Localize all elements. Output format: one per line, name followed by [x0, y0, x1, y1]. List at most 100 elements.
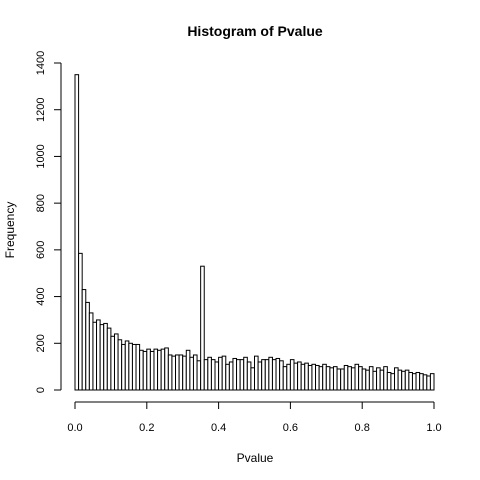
- histogram-bar: [329, 367, 334, 391]
- histogram-bar: [196, 360, 202, 391]
- histogram-bar: [264, 359, 270, 391]
- histogram-bar: [261, 359, 266, 391]
- histogram-bar: [81, 289, 87, 391]
- histogram-bar: [289, 359, 295, 391]
- histogram-bar: [175, 354, 180, 391]
- x-axis: 0.0 0.2 0.4 0.6 0.8 1.0: [67, 401, 442, 434]
- histogram-bar: [429, 373, 435, 391]
- histogram-bar: [293, 362, 299, 391]
- histogram-bar: [315, 364, 320, 391]
- histogram-bar: [113, 333, 119, 391]
- histogram-bar: [142, 350, 148, 391]
- histogram-bar: [279, 360, 284, 391]
- histogram-bar: [300, 363, 306, 391]
- histogram-bar: [325, 366, 331, 391]
- histogram-bar: [178, 354, 184, 391]
- histogram-bar: [408, 371, 413, 391]
- histogram-bar: [254, 355, 259, 391]
- histogram-bar: [110, 335, 115, 391]
- histogram-bar: [221, 355, 227, 391]
- histogram-bar: [282, 366, 288, 391]
- histogram-bar: [74, 74, 80, 391]
- x-tick-label: 0.4: [211, 422, 226, 434]
- histogram-bar: [135, 343, 141, 391]
- histogram-bar: [304, 362, 309, 391]
- histogram-bar: [182, 355, 187, 391]
- histogram-bar: [275, 357, 281, 391]
- histogram-bar: [164, 347, 169, 391]
- histogram-bar: [376, 367, 381, 391]
- histogram-bar: [379, 369, 385, 391]
- histogram-bar: [157, 349, 162, 391]
- histogram-bar: [225, 363, 230, 391]
- histogram-bar: [185, 349, 191, 391]
- histogram-bar: [257, 361, 263, 391]
- histogram-bar: [422, 374, 428, 391]
- y-tick-label: 600: [35, 241, 47, 259]
- y-tick-label: 400: [35, 287, 47, 305]
- y-tick-label: 0: [35, 387, 47, 393]
- x-tick-label: 0.0: [67, 422, 82, 434]
- histogram-bar: [350, 367, 356, 391]
- histogram-bar: [390, 373, 396, 391]
- histogram-bar: [246, 361, 252, 391]
- y-tick-label: 1400: [35, 51, 47, 75]
- histogram-bar: [426, 375, 431, 391]
- histogram-bar: [419, 373, 424, 391]
- histogram-bar: [354, 363, 360, 391]
- histogram-bar: [203, 359, 209, 391]
- histogram-bar: [307, 364, 313, 391]
- histogram-bar: [103, 322, 108, 391]
- histogram-bar: [121, 343, 126, 391]
- histogram-bar: [250, 367, 256, 391]
- histogram-bar: [386, 371, 392, 391]
- y-tick-label: 1200: [35, 97, 47, 121]
- histogram-bar: [372, 370, 378, 391]
- histogram-bar: [189, 356, 194, 391]
- y-tick-label: 1000: [35, 144, 47, 168]
- histogram-bar: [106, 327, 112, 391]
- histogram-bar: [232, 357, 238, 391]
- histogram-bar: [401, 370, 406, 391]
- histogram-bar: [411, 373, 417, 391]
- histogram-bar: [96, 319, 101, 391]
- histogram-bar: [92, 321, 98, 391]
- histogram-bar: [218, 356, 223, 391]
- histogram-bar: [322, 363, 327, 391]
- histogram-bar: [239, 359, 245, 391]
- bars: [74, 74, 435, 391]
- histogram-bar: [361, 368, 367, 391]
- x-axis-label: Pvalue: [237, 451, 274, 465]
- histogram-bar: [365, 369, 370, 391]
- histogram-bar: [397, 369, 403, 391]
- histogram-bar: [286, 363, 291, 391]
- histogram-bar: [271, 359, 277, 391]
- histogram-bar: [153, 348, 159, 391]
- histogram-bar: [78, 252, 83, 391]
- histogram-bar: [358, 366, 363, 391]
- histogram-bar: [99, 324, 105, 391]
- x-tick-label: 1.0: [426, 422, 441, 434]
- histogram-bar: [340, 368, 345, 391]
- x-tick-label: 0.2: [139, 422, 154, 434]
- histogram-bar: [268, 356, 273, 391]
- x-tick-label: 0.6: [283, 422, 298, 434]
- histogram-bar: [192, 354, 198, 391]
- histogram-bar: [243, 356, 248, 391]
- histogram-bar: [368, 366, 374, 391]
- histogram-bar: [131, 343, 137, 391]
- y-tick-label: 800: [35, 194, 47, 212]
- histogram-bar: [214, 361, 220, 391]
- histogram-bar: [128, 342, 133, 391]
- histogram-bar: [228, 361, 234, 391]
- y-axis: 0 200 400 600 800 1000 1200 1400: [35, 51, 62, 393]
- y-tick-label: 200: [35, 334, 47, 352]
- x-tick-label: 0.8: [355, 422, 370, 434]
- histogram-bar: [171, 355, 177, 391]
- histogram-bar: [394, 367, 399, 391]
- histogram-bar: [117, 339, 123, 391]
- histogram-bar: [236, 359, 241, 391]
- histogram-bar: [415, 371, 421, 391]
- histogram-bar: [149, 350, 155, 391]
